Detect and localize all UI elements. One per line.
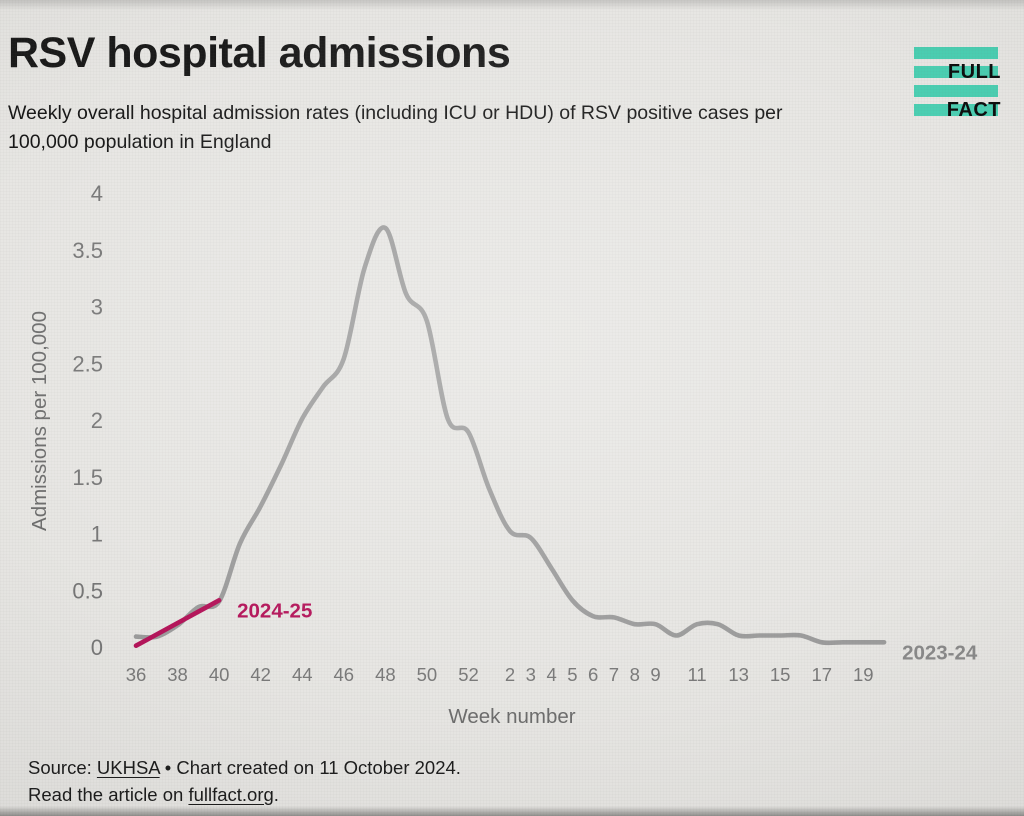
y-tick-label: 0.5 [72, 578, 103, 603]
x-tick-label: 44 [292, 664, 313, 685]
source-line: Source: UKHSA • Chart created on 11 Octo… [28, 755, 461, 782]
source-rest: • Chart created on 11 October 2024. [159, 757, 461, 778]
x-tick-label: 9 [650, 664, 660, 685]
read-prefix: Read the article on [28, 783, 189, 805]
y-tick-label: 4 [91, 181, 103, 206]
series-label-2024-25: 2024-25 [237, 599, 312, 622]
read-suffix: . [273, 783, 279, 805]
series-line-2023-24 [133, 225, 887, 646]
fullfact-logo: FULL FACT [914, 47, 1001, 121]
y-tick-label: 1 [91, 522, 103, 547]
y-tick-label: 3 [91, 295, 103, 320]
x-tick-label: 11 [687, 664, 706, 685]
footer: Source: UKHSA • Chart created on 11 Octo… [28, 755, 461, 808]
x-tick-label: 13 [728, 664, 749, 685]
x-tick-label: 3 [526, 664, 536, 685]
y-axis-title: Admissions per 100,000 [28, 311, 51, 531]
x-tick-label: 17 [811, 664, 832, 685]
x-tick-label: 52 [458, 664, 479, 685]
x-tick-label: 42 [250, 664, 271, 685]
x-tick-label: 6 [588, 664, 598, 685]
source-prefix: Source: [28, 757, 97, 778]
y-tick-label: 1.5 [72, 465, 103, 490]
x-tick-label: 38 [167, 664, 188, 685]
x-tick-label: 40 [209, 664, 230, 685]
x-tick-label: 5 [567, 664, 577, 685]
x-tick-label: 4 [546, 664, 556, 685]
logo-word-full: FULL [947, 61, 1001, 83]
logo-stripe [914, 47, 998, 59]
x-tick-label: 19 [853, 664, 874, 685]
y-tick-label: 2 [91, 408, 103, 433]
logo-stripe [914, 66, 998, 78]
x-tick-label: 7 [609, 664, 619, 685]
chart-subtitle: Weekly overall hospital admission rates … [8, 102, 783, 153]
series-line-2024-25 [133, 598, 222, 648]
logo-word-fact: FACT [946, 99, 1001, 121]
x-tick-label: 50 [417, 664, 438, 685]
x-tick-label: 36 [126, 664, 147, 685]
fullfact-link[interactable]: fullfact.org [188, 783, 274, 805]
read-article-line: Read the article on fullfact.org. [28, 782, 461, 809]
series-label-2023-24: 2023-24 [902, 641, 978, 664]
y-tick-label: 2.5 [72, 351, 103, 376]
x-axis-title: Week number [448, 705, 575, 728]
x-tick-label: 2 [505, 664, 515, 685]
ukhsa-link[interactable]: UKHSA [96, 757, 160, 778]
x-tick-label: 46 [334, 664, 355, 685]
page-title: RSV hospital admissions [8, 29, 511, 77]
x-tick-label: 8 [630, 664, 640, 685]
logo-stripe [914, 85, 998, 97]
x-tick-label: 48 [375, 664, 396, 685]
logo-stripe [914, 104, 998, 116]
y-tick-label: 0 [91, 635, 103, 660]
x-tick-label: 15 [770, 664, 791, 685]
y-tick-label: 3.5 [72, 238, 103, 263]
